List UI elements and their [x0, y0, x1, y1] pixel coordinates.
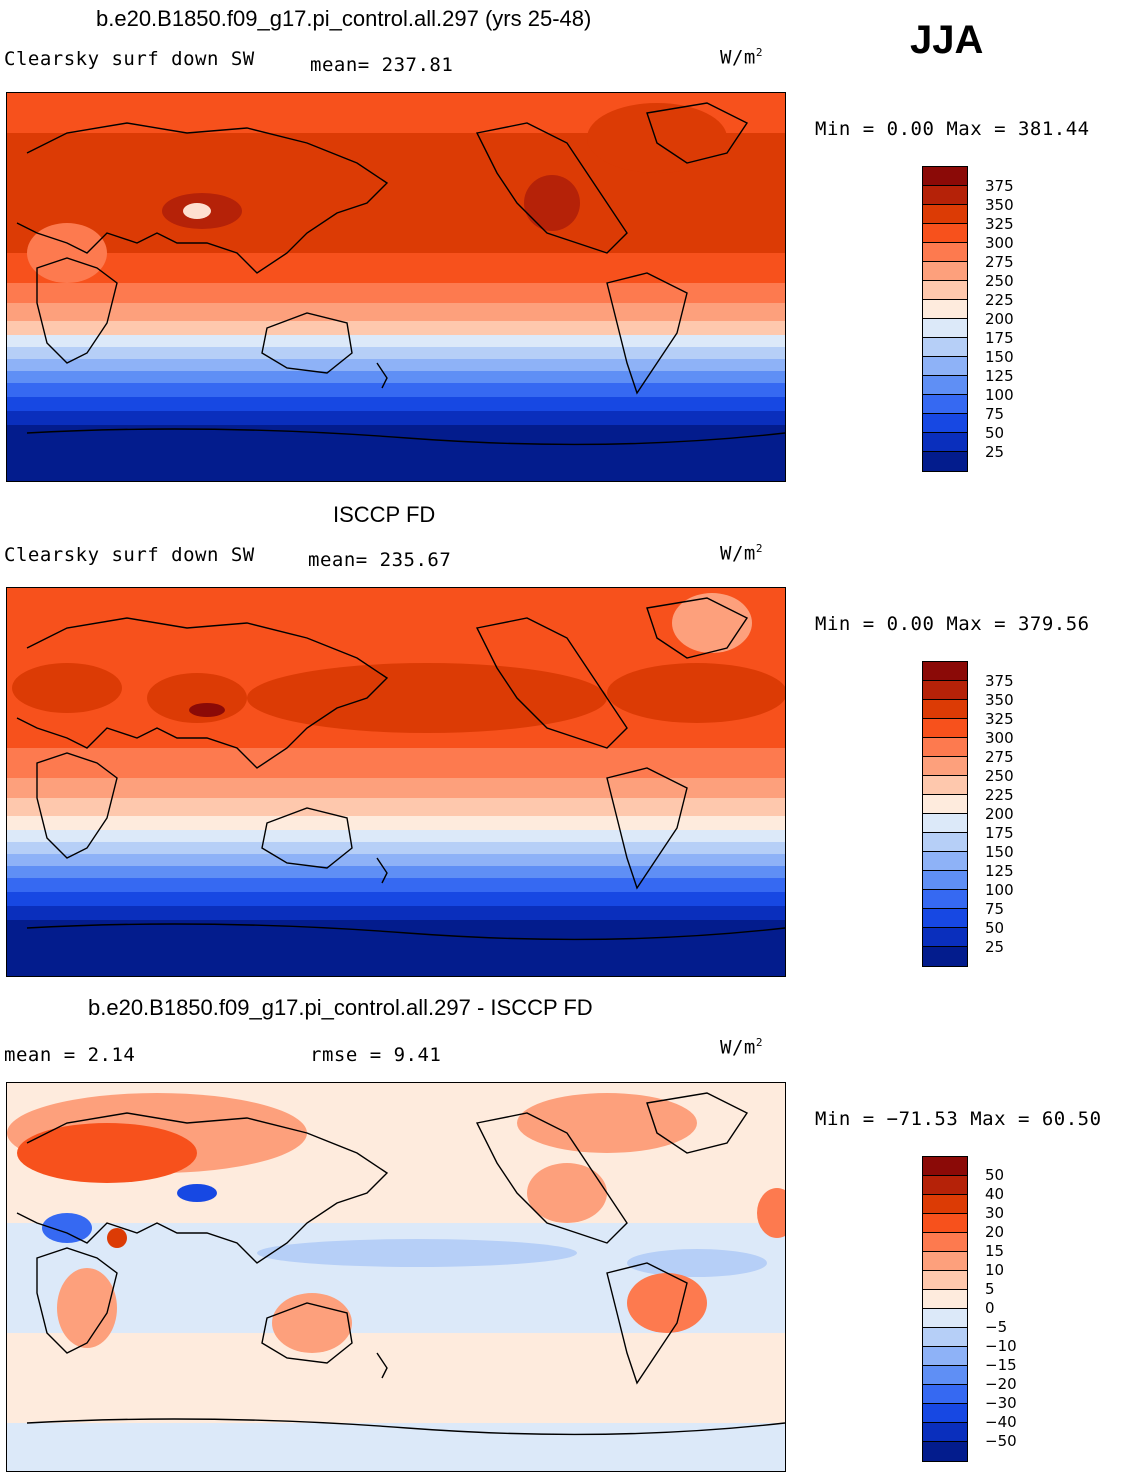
- panel1-mean: mean= 237.81: [310, 54, 454, 76]
- panel1-cbar-label: 375: [985, 177, 1014, 195]
- panel3-cbar-label: 40: [985, 1185, 1005, 1203]
- panel1-cbar-label: 100: [985, 386, 1014, 404]
- panel1-cbar-label: 75: [985, 405, 1005, 423]
- panel1-title: b.e20.B1850.f09_g17.pi_control.all.297 (…: [96, 6, 592, 31]
- panel3-cbar-label: 30: [985, 1204, 1005, 1222]
- panel1-cbar-label: 275: [985, 253, 1014, 271]
- panel2-variable-label: Clearsky surf down SW: [4, 544, 255, 566]
- panel1-bands: [7, 93, 785, 481]
- panel3-cbar-label: 10: [985, 1261, 1005, 1279]
- panel3-map: [6, 1082, 786, 1472]
- panel2-cbar-label: 200: [985, 805, 1014, 823]
- panel2-cbar-label: 300: [985, 729, 1014, 747]
- panel2-mean: mean= 235.67: [308, 549, 452, 571]
- panel2-cbar-label: 50: [985, 919, 1005, 937]
- panel1-cbar-label: 350: [985, 196, 1014, 214]
- panel3-cbar-label: 20: [985, 1223, 1005, 1241]
- season-label: JJA: [910, 18, 984, 62]
- panel3-title: b.e20.B1850.f09_g17.pi_control.all.297 -…: [88, 995, 593, 1020]
- panel1-cbar-label: 25: [985, 443, 1005, 461]
- panel2-map: [6, 587, 786, 977]
- panel1-variable-label: Clearsky surf down SW: [4, 48, 255, 70]
- panel2-minmax: Min = 0.00 Max = 379.56: [815, 613, 1090, 635]
- panel3-map-svg: [7, 1083, 785, 1471]
- panel2-cbar-label: 325: [985, 710, 1014, 728]
- panel1-coastlines: [16, 102, 785, 446]
- panel2-unit: W/m2: [720, 542, 763, 565]
- panel2-cbar-label: 25: [985, 938, 1005, 956]
- panel3-cbar-label: −15: [985, 1356, 1017, 1374]
- panel2-coastlines: [16, 597, 785, 941]
- panel2-colorbar: [922, 661, 968, 967]
- panel1-unit: W/m2: [720, 46, 763, 69]
- panel1-cbar-label: 325: [985, 215, 1014, 233]
- panel3-cbar-label: 50: [985, 1166, 1005, 1184]
- panel1-cbar-label: 200: [985, 310, 1014, 328]
- panel1-cbar-label: 175: [985, 329, 1014, 347]
- panel1-map: [6, 92, 786, 482]
- panel2-cbar-label: 75: [985, 900, 1005, 918]
- panel3-cbar-label: −40: [985, 1413, 1017, 1431]
- panel2-map-svg: [7, 588, 785, 976]
- panel3-coastlines: [16, 1092, 785, 1436]
- panel1-cbar-label: 50: [985, 424, 1005, 442]
- panel2-cbar-label: 375: [985, 672, 1014, 690]
- panel1-colorbar: [922, 166, 968, 472]
- panel3-cbar-label: −50: [985, 1432, 1017, 1450]
- panel1-cbar-label: 225: [985, 291, 1014, 309]
- panel2-cbar-label: 350: [985, 691, 1014, 709]
- panel3-cbar-label: −5: [985, 1318, 1008, 1336]
- panel2-cbar-label: 150: [985, 843, 1014, 861]
- panel1-cbar-label: 300: [985, 234, 1014, 252]
- panel1-cbar-label: 250: [985, 272, 1014, 290]
- panel3-mean: mean = 2.14: [4, 1044, 136, 1066]
- panel2-cbar-label: 175: [985, 824, 1014, 842]
- panel2-bands: [7, 588, 785, 976]
- panel3-fields: [7, 1083, 785, 1471]
- panel2-cbar-label: 250: [985, 767, 1014, 785]
- panel2-title: ISCCP FD: [333, 502, 436, 527]
- panel1-minmax: Min = 0.00 Max = 381.44: [815, 118, 1090, 140]
- panel3-cbar-label: −30: [985, 1394, 1017, 1412]
- panel1-map-svg: [7, 93, 785, 481]
- panel3-colorbar: [922, 1156, 968, 1462]
- panel3-minmax: Min = −71.53 Max = 60.50: [815, 1108, 1102, 1130]
- panel3-rmse: rmse = 9.41: [310, 1044, 442, 1066]
- panel3-cbar-label: 15: [985, 1242, 1005, 1260]
- panel3-cbar-label: 5: [985, 1280, 995, 1298]
- panel3-cbar-label: 0: [985, 1299, 995, 1317]
- panel3-unit: W/m2: [720, 1036, 763, 1059]
- panel1-cbar-label: 150: [985, 348, 1014, 366]
- panel2-cbar-label: 100: [985, 881, 1014, 899]
- panel2-cbar-label: 225: [985, 786, 1014, 804]
- panel3-cbar-label: −20: [985, 1375, 1017, 1393]
- panel2-cbar-label: 275: [985, 748, 1014, 766]
- panel3-cbar-label: −10: [985, 1337, 1017, 1355]
- panel1-cbar-label: 125: [985, 367, 1014, 385]
- panel2-cbar-label: 125: [985, 862, 1014, 880]
